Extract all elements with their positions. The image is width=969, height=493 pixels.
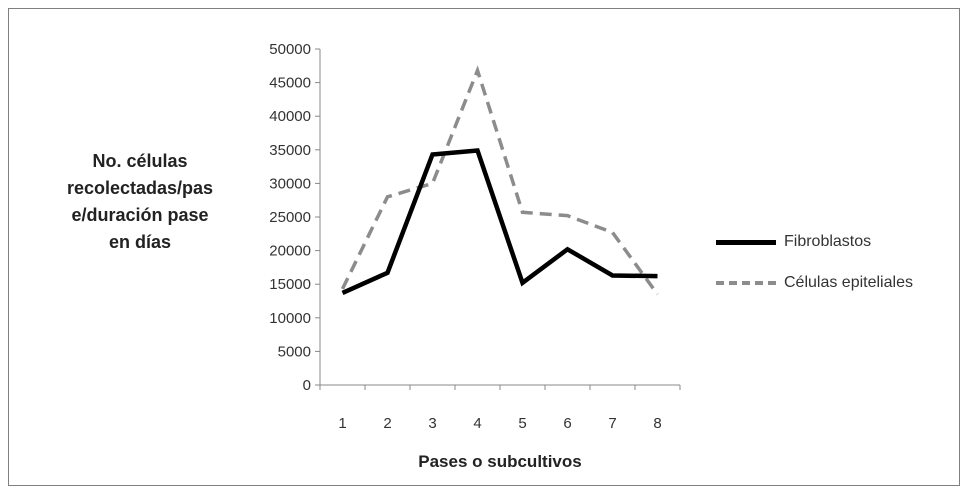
y-tick-label: 20000 [269,243,311,260]
y-axis-label-line: recolectadas/pas [66,178,214,198]
x-tick-label: 5 [518,415,526,432]
legend-label: Fibroblastos [784,233,872,250]
y-tick-label: 15000 [269,276,311,293]
x-tick-label: 8 [653,415,661,432]
legend-item-fibroblastos: Fibroblastos [716,233,871,251]
series-line-células-epiteliales [340,65,659,296]
y-tick-label: 40000 [269,108,311,125]
y-axis-label: No. células recolectadas/pas e/duración … [55,148,225,256]
y-tick-label: 0 [303,377,311,394]
y-tick-label: 5000 [278,343,311,360]
y-tick-label: 45000 [269,75,311,92]
y-axis-label-line: e/duración pase [71,205,209,225]
y-axis-label-line: en días [108,232,172,252]
y-tick-label: 50000 [269,41,311,58]
legend-label: Células epiteliales [784,274,913,291]
x-tick-label: 6 [563,415,571,432]
x-axis-label: Pases o subcultivos [418,452,582,471]
series-line-fibroblastos [341,148,658,295]
x-tick-label: 3 [428,415,436,432]
x-tick-label: 7 [608,415,616,432]
x-tick-label: 2 [383,415,391,432]
x-tick-label: 4 [473,415,481,432]
y-axis-label-line: No. células [92,151,188,171]
y-tick-label: 35000 [269,142,311,159]
legend-swatch-dashed [716,281,776,285]
x-tick-label: 1 [338,415,346,432]
y-tick-label: 10000 [269,310,311,327]
y-tick-label: 30000 [269,175,311,192]
legend-swatch-solid [716,239,776,245]
y-tick-label: 25000 [269,209,311,226]
legend-item-celulas-epiteliales: Células epiteliales [716,274,913,292]
